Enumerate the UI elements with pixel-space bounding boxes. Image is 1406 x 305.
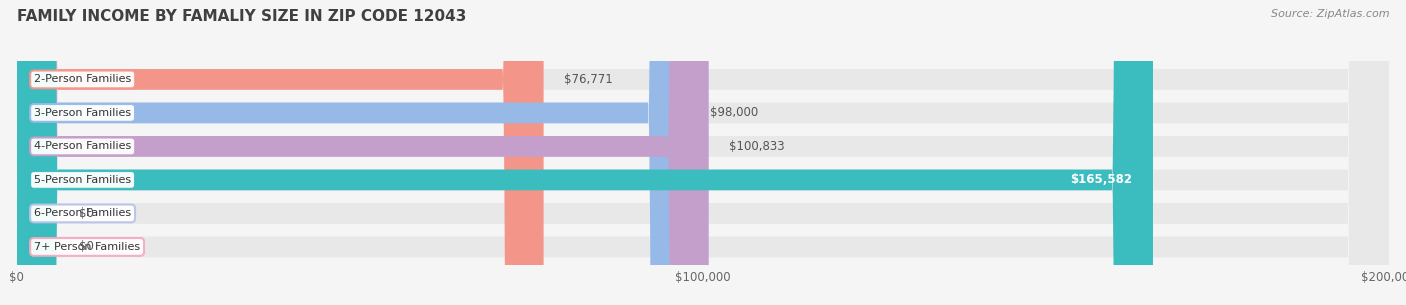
- FancyBboxPatch shape: [17, 0, 1389, 305]
- FancyBboxPatch shape: [17, 0, 1389, 305]
- FancyBboxPatch shape: [17, 0, 544, 305]
- FancyBboxPatch shape: [17, 0, 689, 305]
- Text: 3-Person Families: 3-Person Families: [34, 108, 131, 118]
- FancyBboxPatch shape: [17, 0, 1153, 305]
- Text: $0: $0: [79, 207, 93, 220]
- FancyBboxPatch shape: [17, 0, 1389, 305]
- Text: 2-Person Families: 2-Person Families: [34, 74, 131, 84]
- FancyBboxPatch shape: [17, 0, 1389, 305]
- Text: 4-Person Families: 4-Person Families: [34, 142, 131, 151]
- Text: 7+ Person Families: 7+ Person Families: [34, 242, 141, 252]
- FancyBboxPatch shape: [17, 0, 1389, 305]
- Text: $165,582: $165,582: [1070, 174, 1132, 186]
- Text: Source: ZipAtlas.com: Source: ZipAtlas.com: [1271, 9, 1389, 19]
- FancyBboxPatch shape: [17, 0, 709, 305]
- Text: $0: $0: [79, 240, 93, 253]
- Text: $76,771: $76,771: [564, 73, 613, 86]
- FancyBboxPatch shape: [17, 0, 1389, 305]
- Text: FAMILY INCOME BY FAMALIY SIZE IN ZIP CODE 12043: FAMILY INCOME BY FAMALIY SIZE IN ZIP COD…: [17, 9, 467, 24]
- Text: $98,000: $98,000: [710, 106, 758, 120]
- Text: 5-Person Families: 5-Person Families: [34, 175, 131, 185]
- Text: 6-Person Families: 6-Person Families: [34, 208, 131, 218]
- Text: $100,833: $100,833: [730, 140, 785, 153]
